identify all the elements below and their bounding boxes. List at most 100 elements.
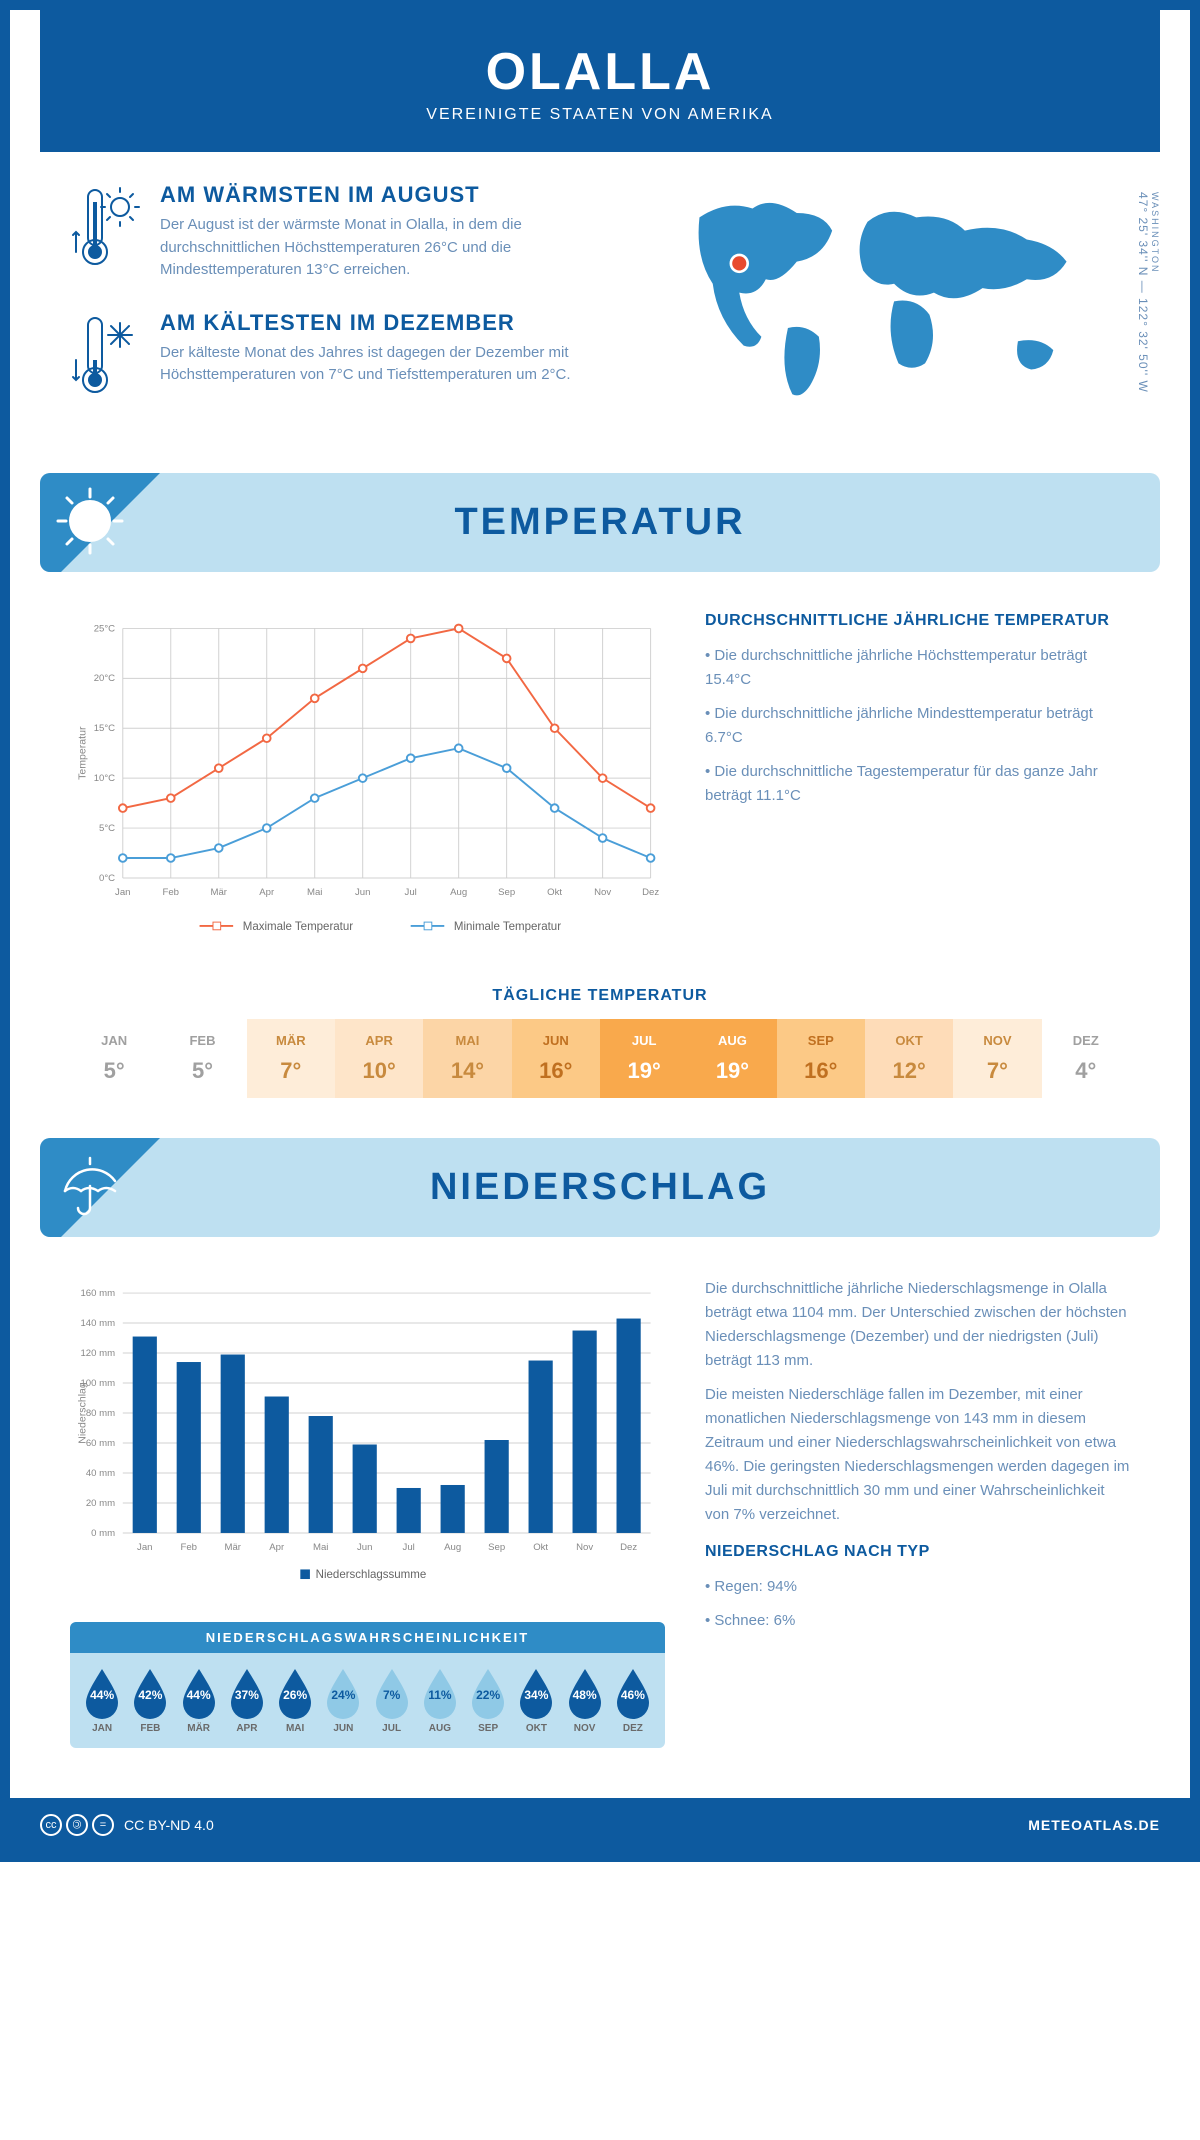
precip-type-bullet: Schnee: 6% [705, 1609, 1130, 1633]
svg-text:Dez: Dez [642, 887, 659, 898]
svg-text:Mär: Mär [224, 1542, 241, 1553]
daily-temp-cell: SEP16° [777, 1019, 865, 1098]
svg-text:Apr: Apr [259, 887, 275, 898]
world-map: WASHINGTON 47° 25' 34'' N — 122° 32' 50'… [640, 182, 1130, 433]
cc-icons: cc🄯= [40, 1814, 114, 1836]
svg-text:Nov: Nov [576, 1542, 593, 1553]
warmest-text: Der August ist der wärmste Monat in Olal… [160, 214, 610, 282]
svg-text:0°C: 0°C [99, 872, 115, 883]
svg-text:Sep: Sep [488, 1542, 505, 1553]
svg-text:Apr: Apr [269, 1542, 285, 1553]
precipitation-bar-chart: 0 mm20 mm40 mm60 mm80 mm100 mm120 mm140 … [70, 1277, 665, 1597]
daily-temp-cell: FEB5° [158, 1019, 246, 1098]
svg-text:15°C: 15°C [94, 723, 115, 734]
daily-temp-cell: NOV7° [953, 1019, 1041, 1098]
warmest-block: AM WÄRMSTEN IM AUGUST Der August ist der… [70, 182, 610, 282]
svg-text:Mär: Mär [211, 887, 228, 898]
svg-text:Nov: Nov [594, 887, 611, 898]
license-label: CC BY-ND 4.0 [124, 1817, 214, 1833]
temperature-summary: DURCHSCHNITTLICHE JÄHRLICHE TEMPERATUR D… [705, 612, 1130, 957]
svg-text:Maximale Temperatur: Maximale Temperatur [243, 920, 354, 932]
precip-prob-cell: 48%NOV [563, 1667, 607, 1734]
daily-temp-cell: JUN16° [512, 1019, 600, 1098]
daily-temp-cell: JAN5° [70, 1019, 158, 1098]
daily-temp-cell: MÄR7° [247, 1019, 335, 1098]
svg-text:Aug: Aug [450, 887, 467, 898]
svg-text:120 mm: 120 mm [80, 1347, 115, 1358]
coldest-title: AM KÄLTESTEN IM DEZEMBER [160, 310, 610, 336]
warmest-title: AM WÄRMSTEN IM AUGUST [160, 182, 610, 208]
daily-temp-cell: DEZ4° [1042, 1019, 1130, 1098]
svg-text:Feb: Feb [163, 887, 180, 898]
svg-text:80 mm: 80 mm [86, 1407, 115, 1418]
svg-text:0 mm: 0 mm [91, 1527, 115, 1538]
temperature-section-header: TEMPERATUR [40, 473, 1160, 572]
daily-temp-cell: APR10° [335, 1019, 423, 1098]
daily-temp-table: JAN5°FEB5°MÄR7°APR10°MAI14°JUN16°JUL19°A… [70, 1019, 1130, 1098]
location-subtitle: VEREINIGTE STAATEN VON AMERIKA [40, 106, 1160, 124]
svg-text:25°C: 25°C [94, 623, 115, 634]
svg-text:140 mm: 140 mm [80, 1317, 115, 1328]
svg-text:10°C: 10°C [94, 773, 115, 784]
svg-text:Niederschlagssumme: Niederschlagssumme [316, 1569, 427, 1581]
svg-text:Okt: Okt [547, 887, 562, 898]
page-header: OLALLA VEREINIGTE STAATEN VON AMERIKA [40, 10, 1160, 152]
daily-temp-cell: MAI14° [423, 1019, 511, 1098]
svg-text:Jan: Jan [115, 887, 130, 898]
svg-text:Dez: Dez [620, 1542, 637, 1553]
daily-temp-cell: OKT12° [865, 1019, 953, 1098]
svg-text:60 mm: 60 mm [86, 1437, 115, 1448]
location-title: OLALLA [40, 42, 1160, 102]
svg-text:5°C: 5°C [99, 822, 115, 833]
svg-text:Mai: Mai [307, 887, 322, 898]
sun-icon [50, 481, 130, 566]
svg-text:Mai: Mai [313, 1542, 328, 1553]
precipitation-section-header: NIEDERSCHLAG [40, 1138, 1160, 1237]
brand-label: METEOATLAS.DE [1028, 1817, 1160, 1833]
precip-prob-cell: 11%AUG [418, 1667, 462, 1734]
precip-prob-cell: 34%OKT [514, 1667, 558, 1734]
page-footer: cc🄯= CC BY-ND 4.0 METEOATLAS.DE [10, 1798, 1190, 1852]
svg-text:Jul: Jul [403, 1542, 415, 1553]
svg-text:160 mm: 160 mm [80, 1287, 115, 1298]
umbrella-icon [50, 1146, 125, 1226]
precip-prob-cell: 44%JAN [80, 1667, 124, 1734]
precip-prob-cell: 22%SEP [466, 1667, 510, 1734]
precip-prob-cell: 44%MÄR [177, 1667, 221, 1734]
svg-text:40 mm: 40 mm [86, 1467, 115, 1478]
temperature-bullet: Die durchschnittliche jährliche Höchstte… [705, 644, 1130, 692]
precip-prob-cell: 37%APR [225, 1667, 269, 1734]
precip-prob-cell: 24%JUN [321, 1667, 365, 1734]
svg-text:Jul: Jul [405, 887, 417, 898]
svg-text:Niederschlag: Niederschlag [76, 1382, 88, 1444]
coldest-block: AM KÄLTESTEN IM DEZEMBER Der kälteste Mo… [70, 310, 610, 405]
temperature-line-chart: 0°C 5°C 10°C 15°C 20°C 25°C Jan Feb Mär Apr Mai Jun… [70, 612, 665, 952]
thermometer-snow-icon [70, 310, 140, 405]
temperature-bullet: Die durchschnittliche Tagestemperatur fü… [705, 760, 1130, 808]
svg-text:Jun: Jun [355, 887, 370, 898]
svg-text:Feb: Feb [181, 1542, 198, 1553]
coordinates: WASHINGTON 47° 25' 34'' N — 122° 32' 50'… [1136, 192, 1160, 393]
svg-text:Temperatur: Temperatur [76, 726, 88, 780]
daily-temp-cell: AUG19° [688, 1019, 776, 1098]
svg-text:Jun: Jun [357, 1542, 372, 1553]
precip-prob-cell: 42%FEB [128, 1667, 172, 1734]
svg-text:Jan: Jan [137, 1542, 152, 1553]
precipitation-probability: NIEDERSCHLAGSWAHRSCHEINLICHKEIT 44%JAN42… [70, 1622, 665, 1748]
precip-prob-cell: 7%JUL [370, 1667, 414, 1734]
svg-text:Sep: Sep [498, 887, 515, 898]
svg-text:20 mm: 20 mm [86, 1497, 115, 1508]
precipitation-summary: Die durchschnittliche jährliche Niedersc… [705, 1277, 1130, 1748]
svg-text:Okt: Okt [533, 1542, 548, 1553]
precip-type-bullet: Regen: 94% [705, 1575, 1130, 1599]
coldest-text: Der kälteste Monat des Jahres ist dagege… [160, 342, 610, 387]
temperature-bullet: Die durchschnittliche jährliche Mindestt… [705, 702, 1130, 750]
svg-text:Aug: Aug [444, 1542, 461, 1553]
thermometer-sun-icon [70, 182, 140, 282]
svg-text:20°C: 20°C [94, 673, 115, 684]
precip-prob-cell: 46%DEZ [611, 1667, 655, 1734]
svg-text:Minimale Temperatur: Minimale Temperatur [454, 920, 561, 932]
precip-prob-cell: 26%MAI [273, 1667, 317, 1734]
daily-temp-title: TÄGLICHE TEMPERATUR [70, 987, 1130, 1005]
daily-temp-cell: JUL19° [600, 1019, 688, 1098]
